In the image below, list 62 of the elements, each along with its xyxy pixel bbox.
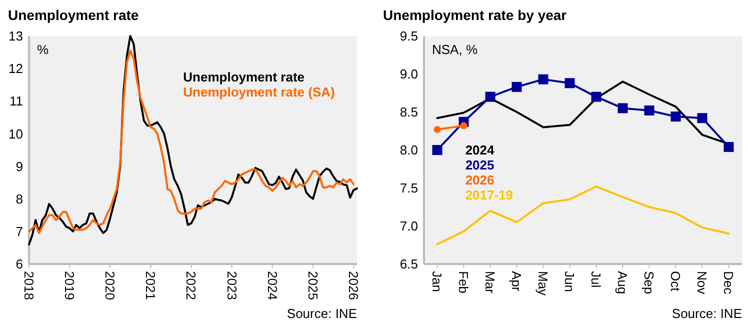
series-label: 2025 xyxy=(465,158,494,173)
point xyxy=(460,122,468,130)
chart-title: Unemployment rate xyxy=(8,7,139,23)
point xyxy=(697,113,708,124)
x-tick-label: Sep xyxy=(642,271,657,294)
y-tick-label: 9.0 xyxy=(400,66,418,82)
point xyxy=(618,103,628,114)
y-tick-label: 6.5 xyxy=(400,256,418,272)
x-tick-label: Jun xyxy=(562,271,578,292)
point xyxy=(644,105,654,116)
point xyxy=(434,126,441,133)
annotation: NSA, % xyxy=(432,42,478,57)
point xyxy=(485,92,496,102)
point xyxy=(724,142,734,152)
y-tick-label: 7.5 xyxy=(400,180,418,196)
x-tick-label: 2024 xyxy=(264,271,280,300)
x-tick-label: 2025 xyxy=(305,271,320,300)
x-tick-label: 2019 xyxy=(62,271,77,300)
point xyxy=(670,112,681,122)
x-tick-label: 2020 xyxy=(102,271,118,300)
y-tick-label: 9 xyxy=(16,158,23,174)
x-tick-label: 2021 xyxy=(143,271,158,300)
y-tick-label: 6 xyxy=(16,256,23,272)
y-tick-label: 7.0 xyxy=(400,218,418,234)
y-tick-label: 13 xyxy=(8,28,23,44)
x-tick-label: Nov xyxy=(694,271,710,295)
text: Unemployment rate (SA) xyxy=(183,84,335,100)
chart-title: Unemployment rate by year xyxy=(383,7,568,23)
x-tick-label: Apr xyxy=(509,271,524,292)
x-tick-label: Mar xyxy=(482,271,498,294)
x-tick-label: 2018 xyxy=(21,271,36,300)
y-tick-label: 8.0 xyxy=(400,142,418,158)
x-tick-label: 2026 xyxy=(346,271,362,300)
x-tick-label: 2022 xyxy=(184,271,199,300)
x-tick-label: Jul xyxy=(588,271,604,288)
y-tick-label: 12 xyxy=(8,61,23,76)
y-tick-label: 7 xyxy=(16,224,23,239)
y-tick-label: 9.5 xyxy=(400,28,418,44)
text: 2026 xyxy=(465,172,494,188)
source-note: Source: INE xyxy=(286,306,358,321)
x-tick-label: Aug xyxy=(615,271,630,294)
x-tick-label: May xyxy=(536,271,551,296)
point xyxy=(512,82,522,92)
point xyxy=(432,145,442,155)
x-tick-label: Dec xyxy=(721,271,736,295)
y-tick-label: 11 xyxy=(10,94,23,109)
line-series xyxy=(436,185,730,246)
annotation: % xyxy=(37,42,49,57)
point xyxy=(564,78,575,88)
point xyxy=(591,92,602,102)
y-tick-label: 8 xyxy=(16,191,23,206)
y-tick-label: 8.5 xyxy=(400,104,418,120)
point xyxy=(538,74,548,84)
series-label: 2017-19 xyxy=(465,188,514,203)
x-tick-label: Feb xyxy=(456,271,472,294)
source-note: Source: INE xyxy=(672,306,742,321)
text: Unemployment rate xyxy=(183,70,305,85)
x-tick-label: Oct xyxy=(668,271,684,292)
x-tick-label: Jan xyxy=(430,271,445,292)
x-tick-label: 2023 xyxy=(224,271,240,300)
y-tick-label: 10 xyxy=(8,126,23,142)
text: 2024 xyxy=(465,142,496,158)
